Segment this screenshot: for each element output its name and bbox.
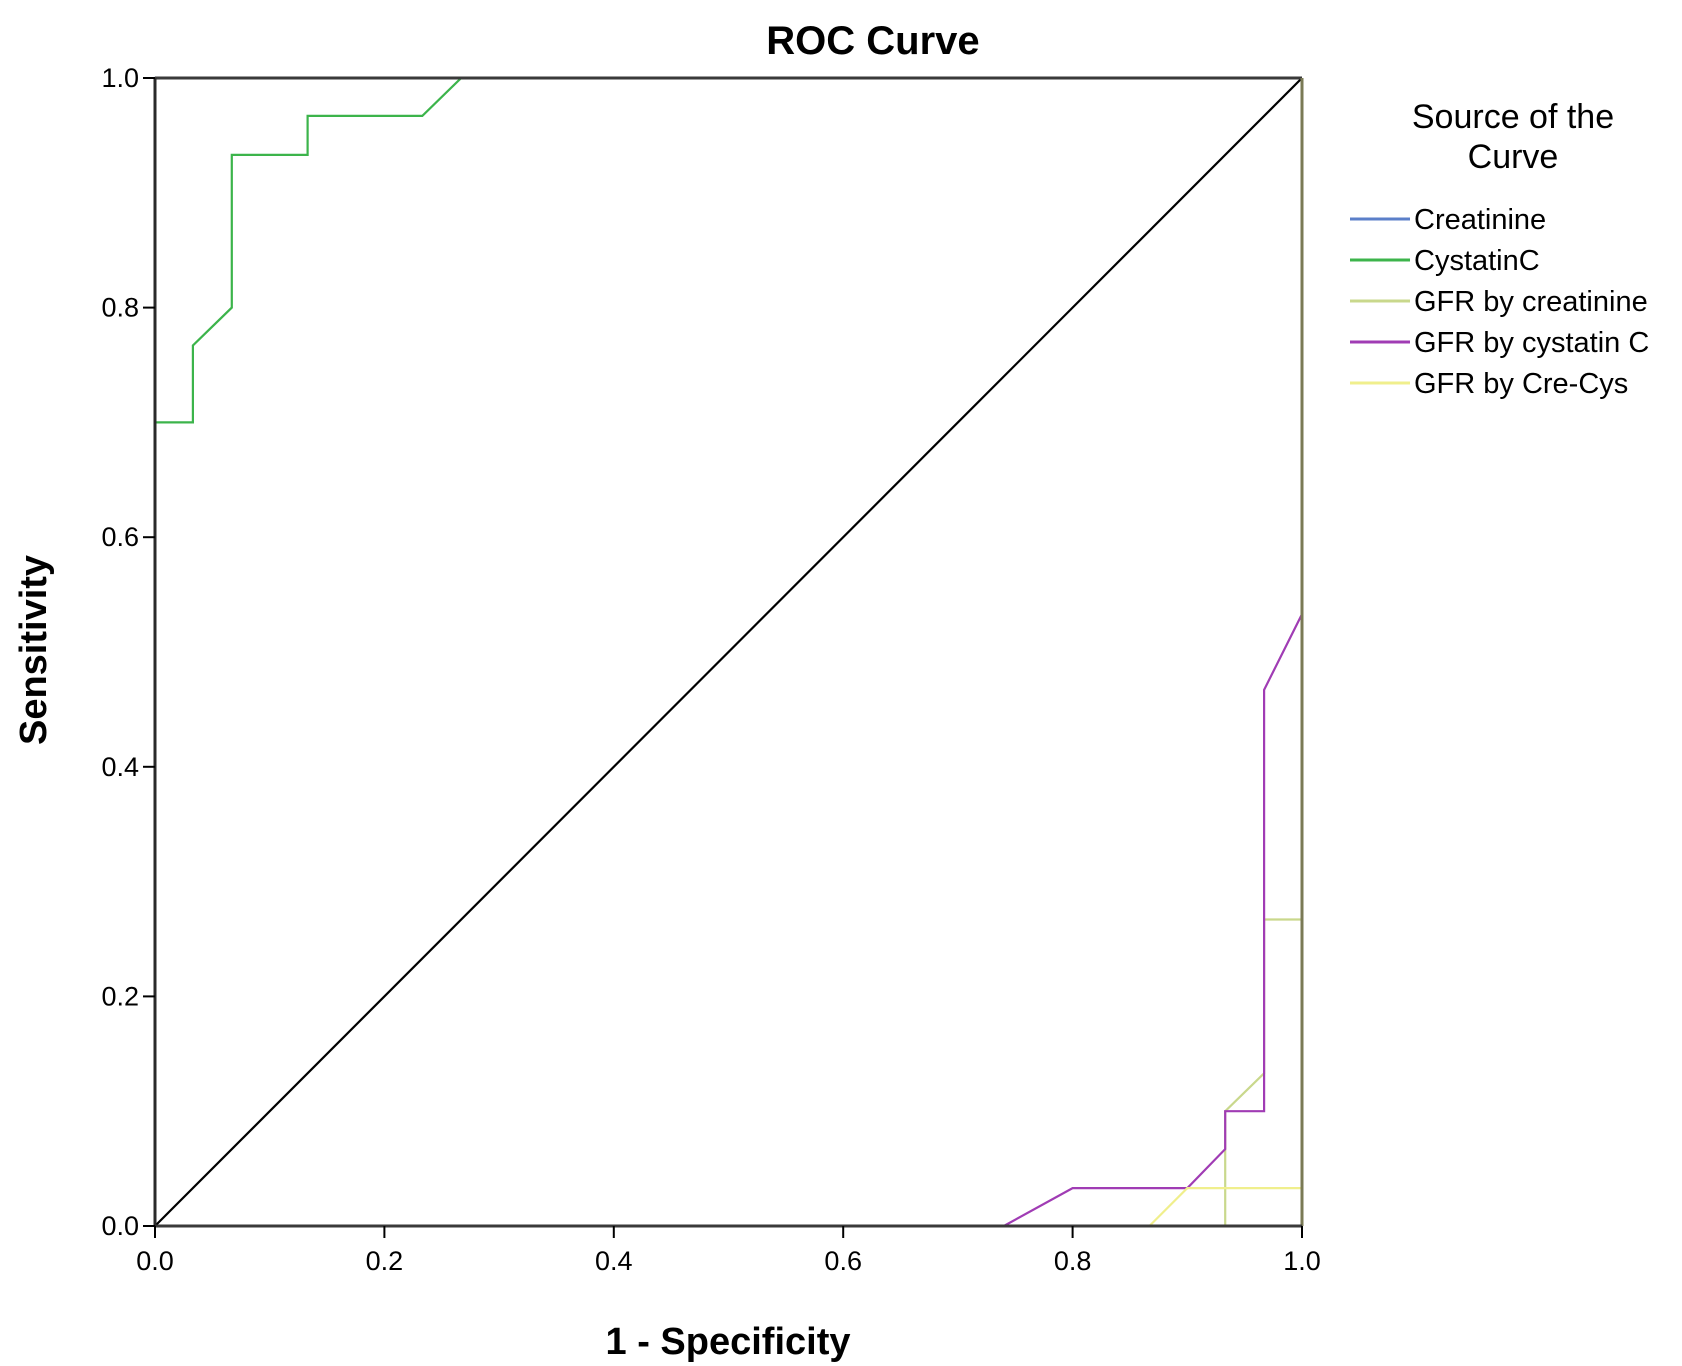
legend-label: CystatinC: [1414, 245, 1540, 277]
y-tick-label: 0.8: [101, 293, 139, 323]
x-tick-label: 1.0: [1283, 1246, 1321, 1276]
x-tick-label: 0.4: [595, 1246, 633, 1276]
y-axis-title: Sensitivity: [13, 555, 55, 745]
y-tick-label: 1.0: [101, 63, 139, 93]
y-tick-label: 0.6: [101, 522, 139, 552]
x-tick-label: 0.0: [136, 1246, 174, 1276]
y-tick-label: 0.2: [101, 981, 139, 1011]
legend-title: Source of the: [1412, 98, 1614, 136]
series-line-cystatinc: [153, 76, 1302, 1226]
x-tick-label: 0.8: [1054, 1246, 1092, 1276]
chart-title: ROC Curve: [766, 19, 979, 63]
series-line-gfr-by-cre-cys: [1148, 1186, 1302, 1227]
series-line-gfr-by-cystatin-c: [1003, 613, 1303, 1227]
legend-label: GFR by creatinine: [1414, 286, 1648, 318]
plot-frame: [153, 76, 1304, 1228]
legend-label: GFR by cystatin C: [1414, 327, 1649, 359]
legend-title: Curve: [1468, 138, 1559, 176]
x-tick-label: 0.2: [366, 1246, 404, 1276]
x-axis-title: 1 - Specificity: [606, 1321, 851, 1363]
legend-label: Creatinine: [1414, 204, 1546, 236]
y-tick-label: 0.0: [101, 1211, 139, 1241]
x-tick-label: 0.6: [824, 1246, 862, 1276]
axis-ticks: 0.0 0.2 0.4 0.6 0.8 1.0 0.0 0.2 0.4 0.6 0.8 1.0: [101, 63, 1320, 1276]
reference-diagonal-line: [154, 77, 1303, 1227]
y-tick-label: 0.4: [101, 752, 139, 782]
legend-label: GFR by Cre-Cys: [1414, 368, 1628, 400]
